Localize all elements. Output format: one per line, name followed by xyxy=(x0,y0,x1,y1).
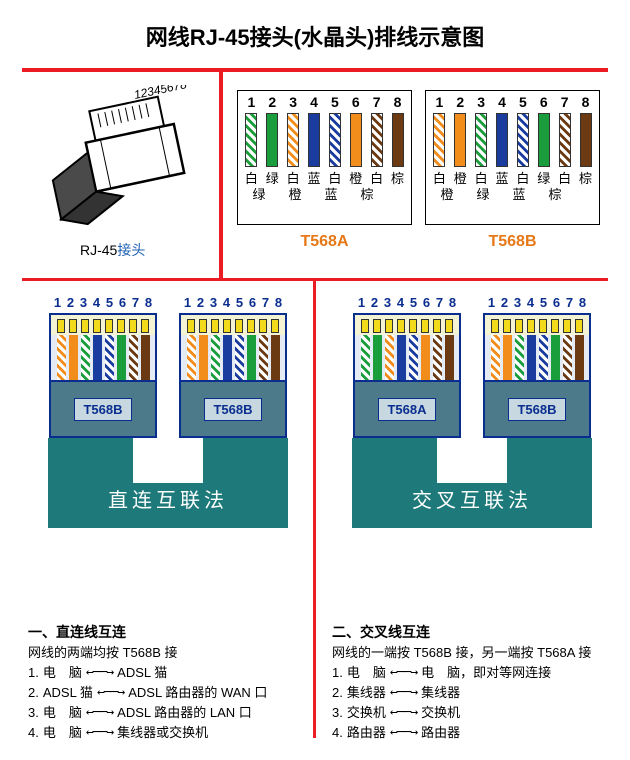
connector-pair: 12345678 T568B 12345678 T568B xyxy=(28,295,308,438)
crossover-description: 二、交叉线互连 网线的一端按 T568B 接，另一端按 T568A 接 1.电 … xyxy=(332,622,622,743)
connector-pair: 12345678 T568A 12345678 T568B xyxy=(332,295,612,438)
pin-numbers: 12345678 xyxy=(171,295,296,310)
wire-stripe xyxy=(559,113,571,167)
connector-left: 12345678 T568B xyxy=(41,295,166,438)
connector-left: 12345678 T568A xyxy=(345,295,470,438)
wire-stripe xyxy=(392,113,404,167)
usage-row: 4.路由器←──→路由器 xyxy=(332,723,622,743)
pin-color-labels2: 橙绿蓝棕 xyxy=(426,187,599,203)
pin-numbers: 12345678 xyxy=(41,295,166,310)
wire-stripe xyxy=(350,113,362,167)
wire-stripe xyxy=(433,113,445,167)
wire-stripe xyxy=(475,113,487,167)
plug-standard-label: T568B xyxy=(204,398,261,421)
pin-numbers: 12345678 xyxy=(475,295,600,310)
wire-stripe xyxy=(580,113,592,167)
wire-stripe xyxy=(538,113,550,167)
t568b-pinout: 12345678 白橙白蓝白绿白棕 橙绿蓝棕 T568B xyxy=(425,90,600,251)
cable-block: 交叉互联法 xyxy=(352,438,592,528)
wire-stripe xyxy=(308,113,320,167)
pin-color-labels2: 绿橙蓝棕 xyxy=(238,187,411,203)
usage-row: 4.电 脑←──→集线器或交换机 xyxy=(28,723,308,743)
usage-row: 2.集线器←──→集线器 xyxy=(332,683,622,703)
divider xyxy=(22,68,608,72)
crossover-section: 12345678 T568A 12345678 T568B 交叉互联法 xyxy=(332,295,612,528)
method-label: 直连互联法 xyxy=(108,484,228,513)
rj45-plug: T568B xyxy=(179,313,287,438)
rj45-plug: T568B xyxy=(49,313,157,438)
method-label: 交叉互联法 xyxy=(412,484,532,513)
usage-row: 2.ADSL 猫←──→ADSL 路由器的 WAN 口 xyxy=(28,683,308,703)
wire-stripe xyxy=(329,113,341,167)
cable-block: 直连互联法 xyxy=(48,438,288,528)
divider xyxy=(219,68,223,281)
pin-color-labels: 白橙白蓝白绿白棕 xyxy=(426,171,599,187)
pin-numbers: 12345678 xyxy=(238,91,411,111)
wire-stripe xyxy=(245,113,257,167)
rj45-plug: T568A xyxy=(353,313,461,438)
pin-stripes xyxy=(426,111,599,171)
usage-row: 3.电 脑←──→ADSL 路由器的 LAN 口 xyxy=(28,703,308,723)
rj45-illustration: 12345678 RJ-45接头 xyxy=(30,85,210,240)
wire-stripe xyxy=(371,113,383,167)
wire-stripe xyxy=(287,113,299,167)
wire-stripe xyxy=(517,113,529,167)
wire-stripe xyxy=(496,113,508,167)
straight-description: 一、直连线互连 网线的两端均按 T568B 接 1.电 脑←──→ADSL 猫2… xyxy=(28,622,308,743)
rj45-plug: T568B xyxy=(483,313,591,438)
usage-list: 1.电 脑←──→电 脑，即对等网连接2.集线器←──→集线器3.交换机←──→… xyxy=(332,663,622,743)
page-title: 网线RJ-45接头(水晶头)排线示意图 xyxy=(0,0,630,67)
usage-row: 1.电 脑←──→电 脑，即对等网连接 xyxy=(332,663,622,683)
connector-right: 12345678 T568B xyxy=(475,295,600,438)
usage-row: 1.电 脑←──→ADSL 猫 xyxy=(28,663,308,683)
usage-list: 1.电 脑←──→ADSL 猫2.ADSL 猫←──→ADSL 路由器的 WAN… xyxy=(28,663,308,743)
plug-standard-label: T568B xyxy=(508,398,565,421)
pin-color-labels: 白绿白蓝白橙白棕 xyxy=(238,171,411,187)
plug-standard-label: T568A xyxy=(378,398,435,421)
standard-label: T568A xyxy=(237,233,412,251)
straight-through-section: 12345678 T568B 12345678 T568B 直连互联法 xyxy=(28,295,308,528)
rj45-label: RJ-45接头 xyxy=(80,240,145,260)
connector-right: 12345678 T568B xyxy=(171,295,296,438)
wire-stripe xyxy=(266,113,278,167)
wire-stripe xyxy=(454,113,466,167)
divider xyxy=(313,278,316,738)
pin-numbers: 12345678 xyxy=(426,91,599,111)
pin-numbers: 12345678 xyxy=(345,295,470,310)
usage-row: 3.交换机←──→交换机 xyxy=(332,703,622,723)
plug-standard-label: T568B xyxy=(74,398,131,421)
standard-label: T568B xyxy=(425,233,600,251)
pin-stripes xyxy=(238,111,411,171)
t568a-pinout: 12345678 白绿白蓝白橙白棕 绿橙蓝棕 T568A xyxy=(237,90,412,251)
